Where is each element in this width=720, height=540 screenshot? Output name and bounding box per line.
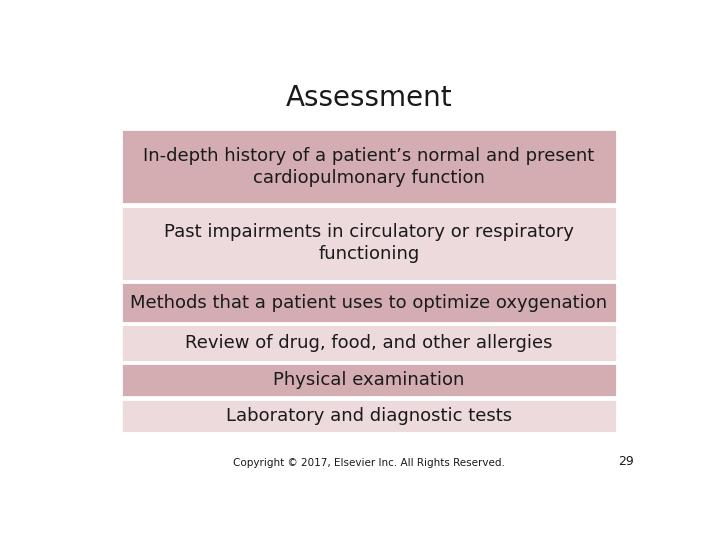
Text: 29: 29 bbox=[618, 455, 634, 468]
Text: Laboratory and diagnostic tests: Laboratory and diagnostic tests bbox=[226, 407, 512, 424]
Text: Review of drug, food, and other allergies: Review of drug, food, and other allergie… bbox=[185, 334, 553, 352]
FancyBboxPatch shape bbox=[121, 325, 617, 362]
FancyBboxPatch shape bbox=[121, 129, 617, 205]
Text: Physical examination: Physical examination bbox=[274, 372, 464, 389]
Text: In-depth history of a patient’s normal and present
cardiopulmonary function: In-depth history of a patient’s normal a… bbox=[143, 147, 595, 187]
Text: Past impairments in circulatory or respiratory
functioning: Past impairments in circulatory or respi… bbox=[164, 223, 574, 264]
Text: Assessment: Assessment bbox=[286, 84, 452, 112]
FancyBboxPatch shape bbox=[121, 206, 617, 281]
Text: Copyright © 2017, Elsevier Inc. All Rights Reserved.: Copyright © 2017, Elsevier Inc. All Righ… bbox=[233, 458, 505, 468]
Text: Methods that a patient uses to optimize oxygenation: Methods that a patient uses to optimize … bbox=[130, 294, 608, 312]
FancyBboxPatch shape bbox=[121, 399, 617, 433]
FancyBboxPatch shape bbox=[121, 282, 617, 323]
FancyBboxPatch shape bbox=[121, 363, 617, 397]
